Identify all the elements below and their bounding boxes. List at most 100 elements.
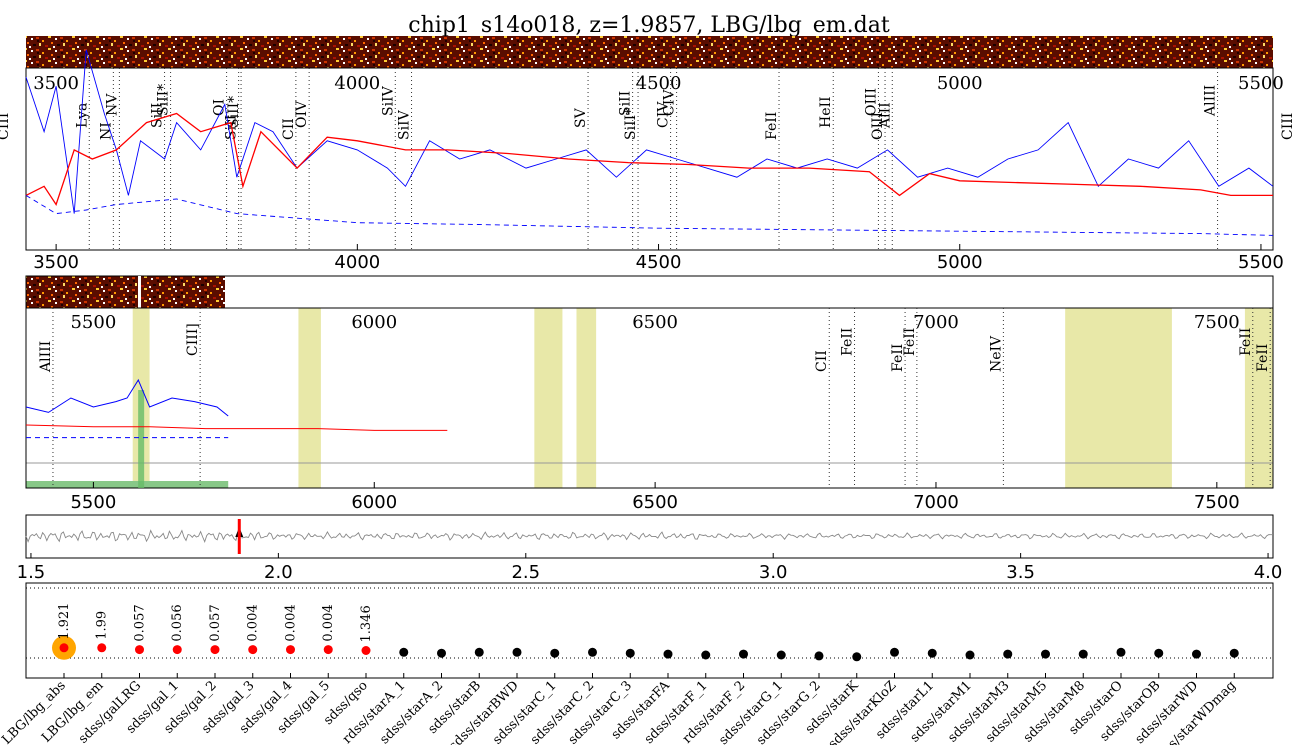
x-tick-label-inner: 4000: [334, 73, 380, 94]
line-label: SiII: [618, 91, 634, 116]
line-label: FeII: [890, 344, 906, 372]
template-point: [248, 645, 258, 655]
series-template: [25, 424, 448, 431]
template-point: [739, 649, 748, 659]
template-redshift-label: 1.99: [95, 611, 110, 640]
line-label: OIV: [294, 100, 310, 128]
template-redshift-label: 1.346: [359, 605, 374, 642]
x-tick-label-inner: 6500: [632, 312, 678, 333]
x-tick-label: 3500: [33, 252, 79, 273]
spectrum-panel-top-frame: [25, 67, 1274, 251]
template-point: [663, 649, 673, 659]
line-label: HeII: [818, 96, 834, 128]
template-points: [52, 635, 1239, 662]
sky-band: [298, 308, 321, 488]
line-label: CIII: [0, 113, 12, 140]
line-label: SiIV: [380, 85, 396, 116]
series-top: [25, 49, 1274, 236]
x-tick-label-inner: 5000: [937, 73, 983, 94]
x-tick-label: 1.5: [17, 562, 46, 583]
x-tick-label: 4000: [334, 252, 380, 273]
sky-band: [1244, 308, 1273, 488]
series-data: [25, 49, 1274, 214]
sky-spectrum: [26, 481, 229, 488]
line-label: SV: [573, 107, 589, 128]
x-tick-label: 2.0: [264, 562, 293, 583]
x-tick-label: 3.5: [1006, 562, 1035, 583]
template-point: [852, 652, 862, 662]
x-tick-label: 5000: [937, 252, 983, 273]
line-label: NV: [104, 93, 120, 116]
line-label: SiII*: [226, 96, 242, 128]
line-label: FeII: [1255, 344, 1271, 372]
x-tick-label: 4.0: [1254, 562, 1283, 583]
line-label: AlII: [877, 102, 893, 129]
sky-band: [576, 308, 597, 488]
line-label: FeII: [840, 328, 856, 356]
template-fits-panel-frame: [25, 582, 1274, 679]
series-error: [25, 195, 1274, 236]
template-point: [399, 647, 409, 657]
emission-peak: [138, 390, 145, 488]
line-label: CII: [281, 118, 297, 140]
sky-band: [1065, 308, 1172, 488]
x-tick-label: 2.5: [511, 562, 540, 583]
template-point: [1229, 648, 1239, 658]
line-label: FeII: [764, 112, 780, 140]
x-tick-label: 7000: [913, 492, 959, 513]
x-tick-label-inner: 3500: [33, 73, 79, 94]
line-label: CIV: [662, 89, 678, 116]
figure-title: chip1_s14o018, z=1.9857, LBG/lbg_em.dat: [408, 13, 890, 38]
x-tick-label-inner: 6000: [351, 312, 397, 333]
template-point: [97, 643, 107, 653]
template-point: [1116, 647, 1126, 657]
template-point: [776, 650, 786, 660]
x-tick-label: 4500: [636, 252, 682, 273]
template-redshift-label: 0.056: [170, 604, 185, 641]
template-point: [701, 650, 711, 660]
x-tick-label: 7500: [1194, 492, 1240, 513]
x-tick-label-inner: 4500: [636, 73, 682, 94]
template-point: [437, 648, 446, 658]
line-label: OIII: [863, 88, 879, 116]
line-label: CIII]: [185, 323, 201, 356]
template-point: [890, 647, 899, 657]
correlation-tick-labels: 1.5 2.0 2.5 3.0 3.5 4.0: [17, 553, 1283, 583]
series-data: [25, 378, 229, 417]
line-label: SiIV: [397, 109, 413, 140]
correlation-series: [25, 519, 1273, 554]
template-point: [625, 648, 635, 658]
template-redshift-label: 1.921: [57, 603, 72, 640]
x-tick-label-inner: 7500: [1194, 312, 1240, 333]
line-label: OIII: [870, 112, 886, 140]
tick-labels-bottom-inner: 5500 6000 6500 7000 7500: [70, 312, 1240, 488]
line-label: FeII: [1238, 328, 1254, 356]
template-redshift-label: 0.057: [208, 604, 223, 641]
template-labels: 1.921LBG/lbg_abs1.99LBG/lbg_em0.057sdss/…: [0, 603, 1239, 745]
series-bottom: [25, 378, 448, 488]
line-label: SiII*: [156, 84, 172, 116]
template-point: [210, 645, 220, 655]
template-point: [550, 648, 560, 658]
x-tick-label-inner: 5500: [1238, 73, 1284, 94]
line-label: SiII: [150, 103, 166, 128]
template-point: [1154, 648, 1164, 658]
sky-band: [534, 308, 563, 488]
template-point: [512, 647, 522, 657]
line-label: AlIII: [38, 341, 54, 373]
line-label: FeII: [902, 328, 918, 356]
line-label: Lya: [74, 103, 90, 128]
template-redshift-label: 0.004: [321, 604, 336, 641]
line-label: AlIII: [1203, 85, 1219, 117]
line-label: OI: [212, 99, 228, 116]
tick-labels-top-inner: 3500 4000 4500 5000 5500: [33, 73, 1284, 250]
line-label: SiII*: [623, 108, 639, 140]
template-point: [361, 646, 371, 655]
x-tick-label: 5500: [70, 492, 116, 513]
template-point: [1192, 649, 1201, 659]
template-point: [814, 651, 824, 661]
